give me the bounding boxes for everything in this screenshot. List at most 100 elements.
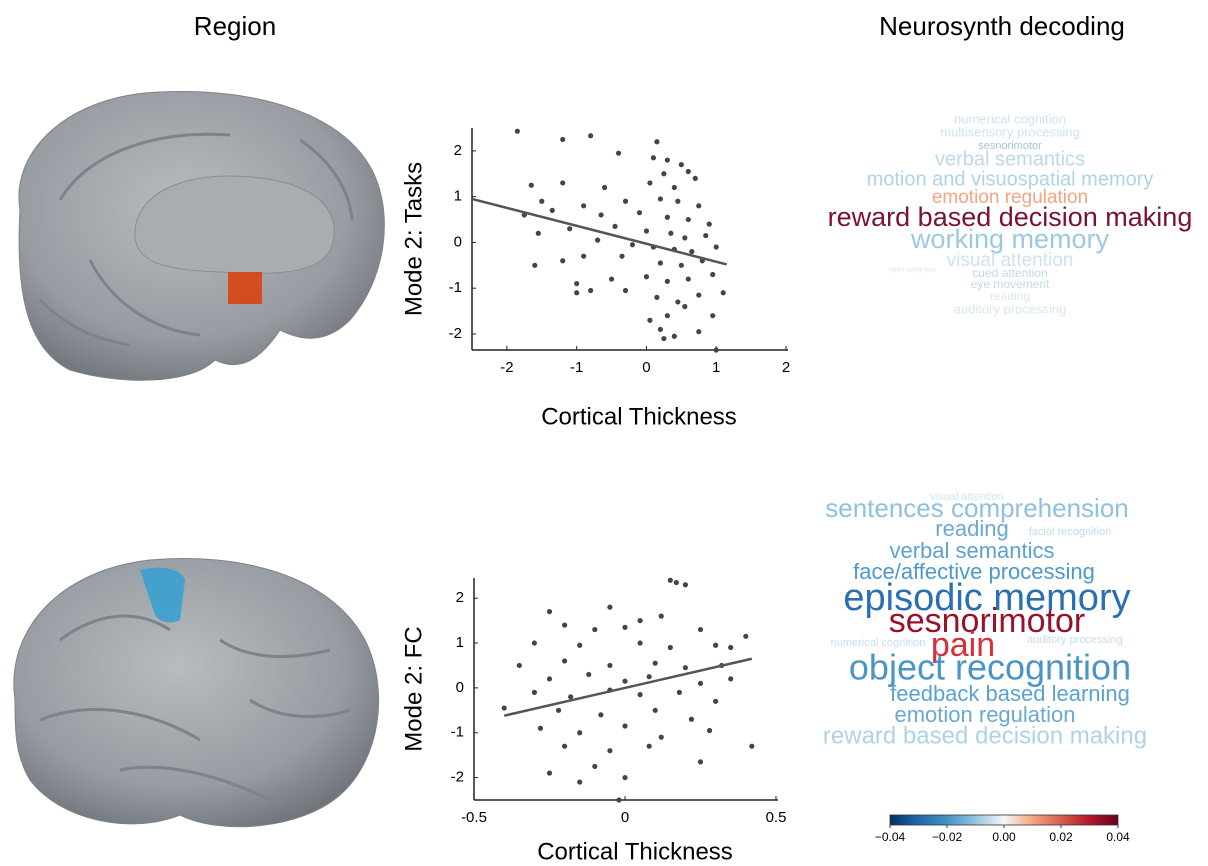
word: reading [935, 516, 1008, 541]
point [568, 694, 574, 700]
word: reward based decision making [823, 722, 1147, 749]
point [703, 232, 709, 239]
word: sesnorimotor [889, 602, 1086, 640]
word: episodic memory [843, 577, 1130, 619]
word: verbal semantics [889, 538, 1054, 563]
point [692, 175, 698, 181]
colorbar [889, 814, 1119, 826]
point [713, 698, 719, 704]
point [646, 674, 652, 680]
point [560, 180, 566, 186]
point [592, 763, 598, 769]
point [682, 665, 689, 671]
point [615, 150, 622, 156]
point [581, 253, 587, 259]
point [607, 662, 613, 669]
point [528, 182, 534, 188]
point [577, 730, 583, 736]
word: emotion regulation [932, 187, 1088, 208]
word: visual attention [930, 491, 1003, 503]
word: auditory processing [1027, 634, 1122, 646]
point [560, 258, 566, 264]
y-axis-label: Mode 2: Tasks [400, 162, 427, 316]
point [661, 335, 667, 342]
point [667, 644, 673, 651]
point [531, 689, 538, 695]
point [637, 618, 643, 624]
x-tick-label: -2 [500, 359, 513, 376]
column-title: Neurosynth decoding [879, 11, 1125, 41]
point [658, 734, 664, 740]
point [581, 203, 587, 209]
y-tick-label: -1 [449, 279, 462, 296]
word: pain [931, 626, 995, 664]
point [586, 671, 592, 678]
word: feedback based learning [890, 681, 1130, 706]
word: verbal semantics [935, 148, 1085, 170]
x-tick-label: 0 [621, 809, 629, 826]
point [697, 759, 704, 765]
y-tick-label: 0 [454, 233, 462, 250]
point [696, 203, 702, 209]
x-tick-label: 0 [642, 359, 650, 376]
point [678, 262, 684, 268]
point [676, 689, 682, 695]
point [643, 228, 650, 234]
y-tick-label: -2 [451, 769, 464, 786]
word: reward based decision making [828, 202, 1193, 232]
point [637, 640, 643, 646]
point [646, 743, 652, 749]
y-tick-label: -1 [451, 724, 464, 741]
point [616, 797, 622, 803]
point [658, 613, 664, 619]
y-tick-label: 1 [454, 188, 462, 205]
point [598, 712, 604, 718]
point [546, 609, 553, 615]
point [706, 727, 713, 734]
point [728, 644, 734, 651]
point [710, 271, 716, 278]
brain-medial [18, 91, 385, 381]
point [622, 723, 628, 729]
point [713, 244, 719, 250]
point [607, 604, 613, 610]
colorbar-tick-label: 0.04 [1106, 830, 1130, 844]
word: sesnorimotor [978, 140, 1042, 152]
point [537, 725, 544, 731]
point [622, 774, 628, 781]
point [685, 216, 691, 223]
point [675, 198, 681, 204]
word: auditory processing [954, 301, 1067, 316]
point [592, 626, 598, 633]
point [667, 577, 673, 583]
y-tick-label: 2 [454, 142, 462, 159]
x-axis-label: Cortical Thickness [541, 403, 737, 430]
word: motion and visuospatial memory [867, 168, 1154, 190]
point [612, 223, 618, 230]
x-tick-label: 2 [782, 359, 790, 376]
point [647, 180, 653, 186]
brain-lateral [13, 557, 380, 828]
point [706, 221, 712, 227]
y-tick-label: -2 [449, 325, 462, 342]
point [657, 260, 664, 266]
point [622, 678, 628, 684]
point [622, 287, 629, 294]
point [664, 313, 670, 319]
point [682, 303, 688, 310]
point [562, 743, 568, 749]
colorbar-tick-label: 0.02 [1049, 830, 1073, 844]
point [636, 210, 643, 216]
point [601, 184, 608, 191]
point [652, 660, 658, 666]
point [685, 276, 691, 282]
fit-line [503, 657, 753, 717]
word: emotion regulation [894, 702, 1075, 727]
y-axis-label: Mode 2: FC [400, 626, 427, 751]
point [532, 262, 538, 268]
point [607, 748, 613, 754]
y-tick-label: 1 [456, 634, 464, 651]
point [577, 642, 583, 648]
